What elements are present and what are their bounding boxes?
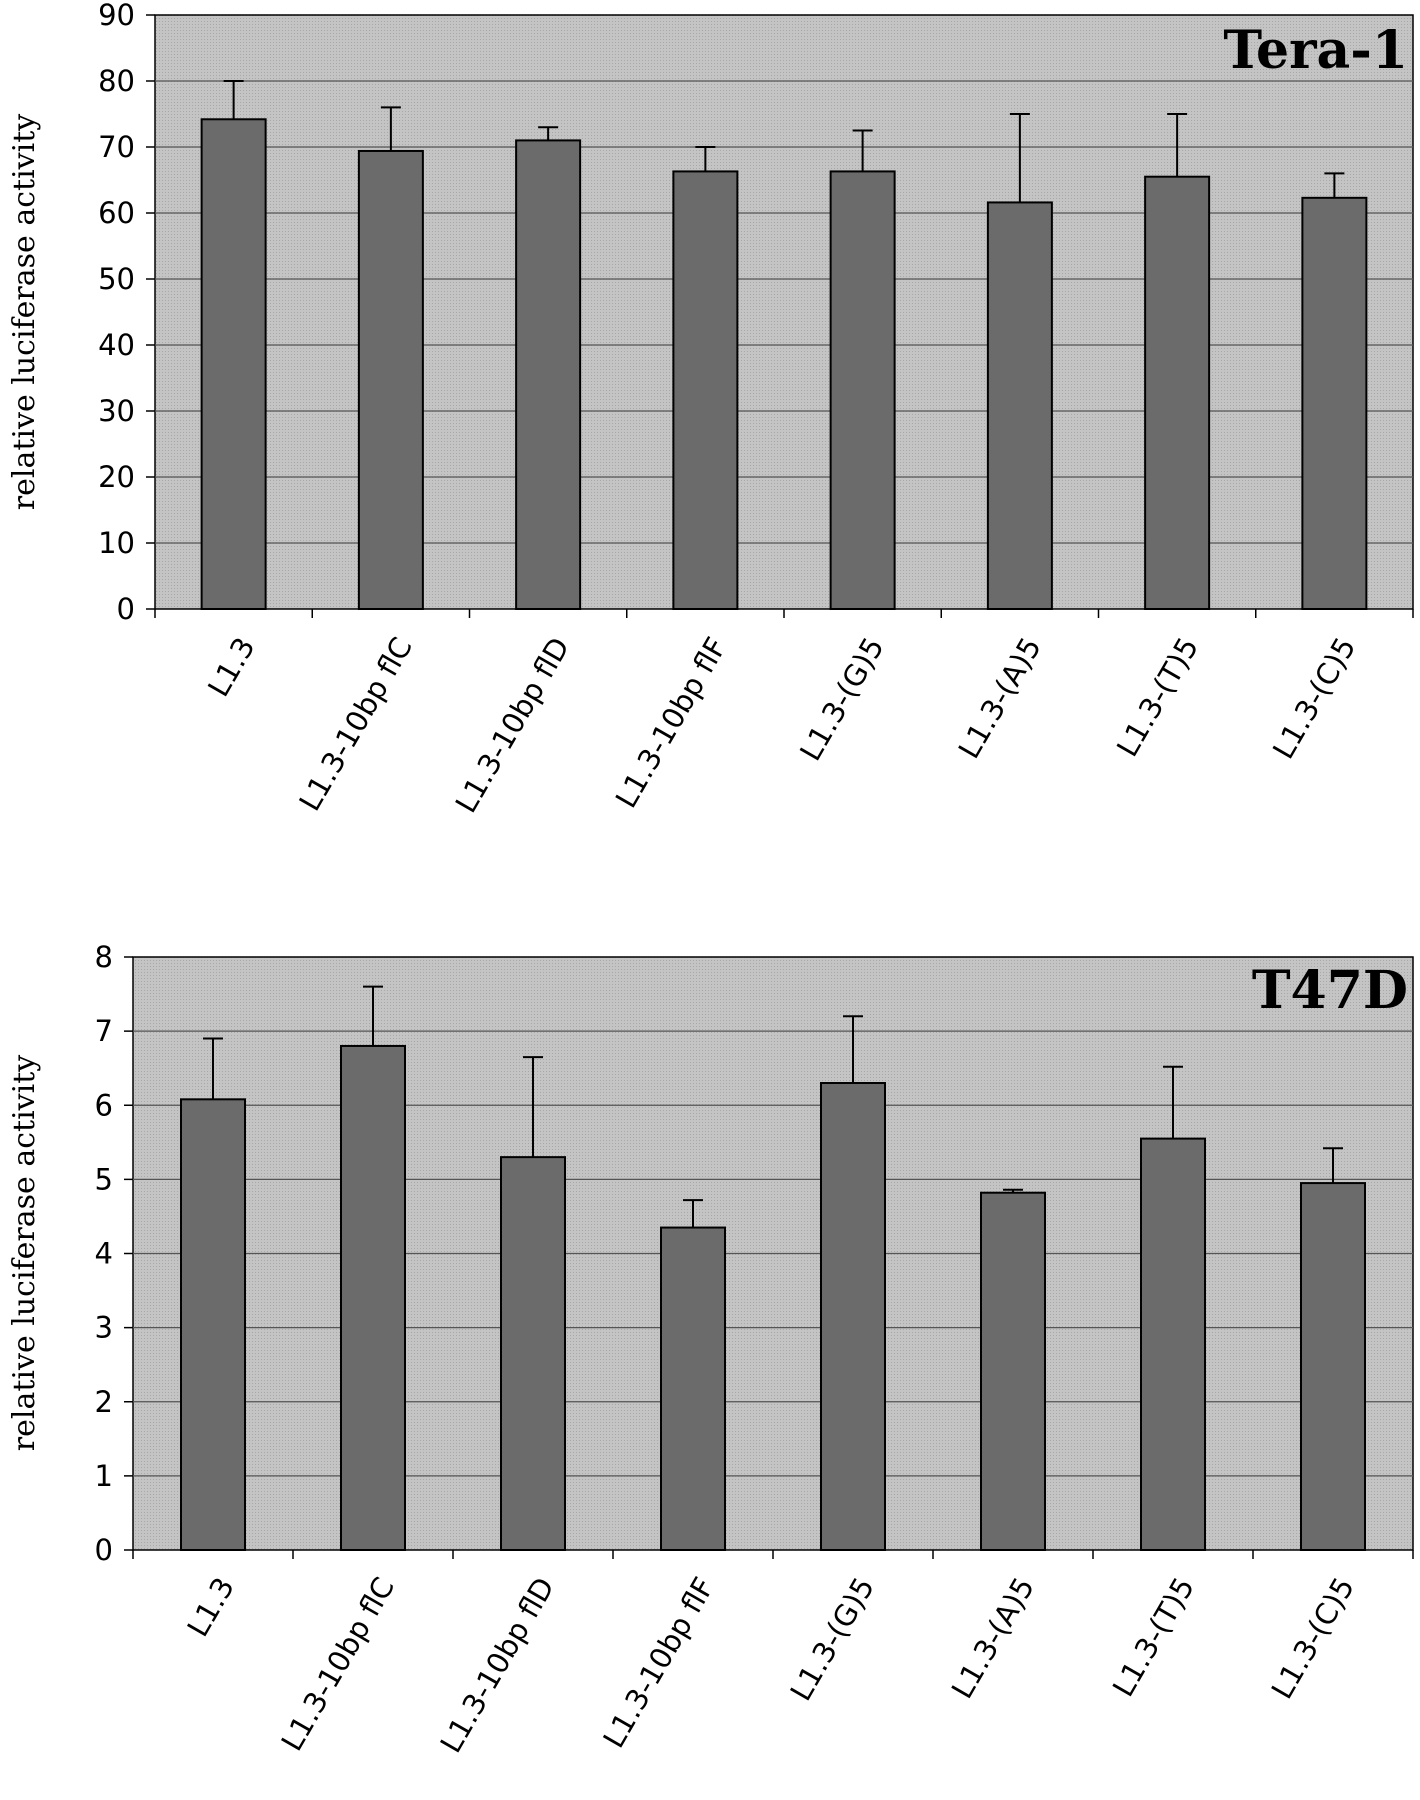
y-axis: 0 10 20 30 40 50 60 70 80 90 [98, 0, 155, 626]
y-tick-label: 10 [98, 526, 135, 560]
bar [357, 149, 424, 611]
y-tick-label: 40 [98, 328, 135, 362]
category-label: L1.3-(C)5 [1266, 632, 1362, 765]
bar [660, 1226, 726, 1552]
y-axis-title: relative luciferase activity [7, 1055, 42, 1451]
chart-panel-t47d: 0 1 2 3 4 5 6 7 8 L1.3 L1.3-10bp flC L1.3-10bp flD… [7, 940, 1414, 1759]
category-label: L1.3-10bp flF [596, 1572, 721, 1754]
bar [500, 1156, 566, 1551]
bar [1301, 196, 1368, 610]
category-label: L1.3-10bp flD [433, 1572, 561, 1759]
bar [1300, 1182, 1366, 1552]
error-bar [843, 1015, 863, 1084]
error-bar [363, 985, 383, 1046]
bar [1140, 1137, 1206, 1551]
y-tick-label: 0 [117, 592, 135, 626]
bar [980, 1191, 1046, 1552]
category-label: L1.3-(G)5 [793, 632, 891, 767]
y-tick-label: 4 [95, 1237, 113, 1271]
error-bar [1324, 172, 1345, 198]
x-axis: L1.3 L1.3-10bp flC L1.3-10bp flD L1.3-10bp … [154, 609, 1414, 819]
y-tick-label: 60 [98, 196, 135, 230]
bar [986, 201, 1053, 610]
error-bars [223, 80, 1345, 203]
category-label: L1.3-10bp flC [275, 1572, 402, 1757]
category-label: L1.3 [180, 1572, 241, 1643]
error-bar [1167, 113, 1188, 177]
error-bar [1163, 1065, 1183, 1139]
error-bar [538, 126, 559, 141]
y-tick-label: 30 [98, 394, 135, 428]
error-bar [1323, 1147, 1343, 1184]
chart-title: Tera-1 [1223, 20, 1408, 81]
error-bar [223, 80, 244, 120]
category-label: L1.3-(T)5 [1106, 1572, 1201, 1703]
bar [515, 139, 582, 610]
category-label: L1.3 [201, 632, 262, 703]
error-bar [852, 129, 873, 172]
bar [180, 1098, 246, 1551]
error-bar [683, 1199, 703, 1228]
y-axis: 0 1 2 3 4 5 6 7 8 [95, 940, 133, 1567]
error-bar [523, 1056, 543, 1158]
bar [200, 118, 267, 610]
bars [200, 118, 1368, 611]
category-label: L1.3-10bp flC [292, 632, 419, 817]
error-bar [1009, 113, 1030, 203]
error-bar [1003, 1188, 1023, 1193]
y-tick-label: 20 [98, 460, 135, 494]
category-label: L1.3-(C)5 [1265, 1572, 1361, 1705]
y-tick-label: 1 [95, 1459, 113, 1493]
category-label: L1.3-(T)5 [1110, 632, 1205, 763]
bar [1144, 175, 1211, 610]
y-tick-label: 70 [98, 130, 135, 164]
category-label: L1.3-10bp flD [449, 632, 577, 819]
plot-area [154, 14, 1414, 610]
bar [820, 1082, 886, 1551]
bar [340, 1044, 406, 1551]
y-tick-label: 5 [95, 1162, 113, 1196]
error-bars [203, 985, 1343, 1228]
error-bar [695, 146, 716, 172]
error-bar [380, 106, 401, 151]
category-label: L1.3-(A)5 [952, 632, 1048, 765]
y-tick-label: 3 [95, 1311, 113, 1345]
x-axis: L1.3 L1.3-10bp flC L1.3-10bp flD L1.3-10bp … [132, 1550, 1414, 1759]
bar [672, 170, 739, 610]
category-label: L1.3-(A)5 [945, 1572, 1041, 1705]
y-tick-label: 7 [95, 1014, 113, 1048]
y-axis-title: relative luciferase activity [7, 114, 42, 510]
y-tick-label: 80 [98, 64, 135, 98]
y-tick-label: 90 [98, 0, 135, 32]
category-label: L1.3-(G)5 [783, 1572, 881, 1707]
y-tick-label: 6 [95, 1088, 113, 1122]
y-tick-label: 50 [98, 262, 135, 296]
error-bar [203, 1037, 223, 1100]
y-tick-label: 8 [95, 940, 113, 974]
y-tick-label: 2 [95, 1385, 113, 1419]
y-tick-label: 0 [95, 1533, 113, 1567]
chart-title: T47D [1252, 960, 1408, 1021]
bar [829, 170, 896, 610]
category-label: L1.3-10bp flF [609, 632, 734, 814]
